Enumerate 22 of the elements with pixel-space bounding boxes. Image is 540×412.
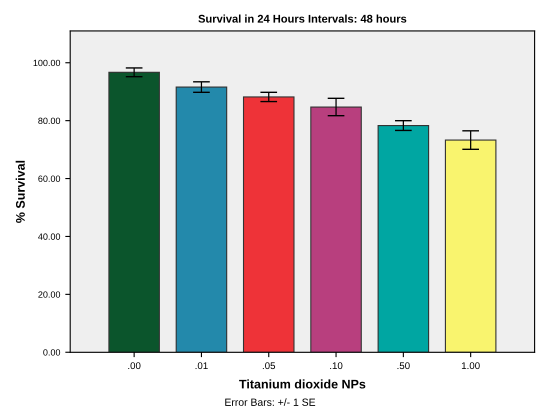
y-tick-label: 80.00 — [38, 118, 60, 124]
x-axis-title: Titanium dioxide NPs — [239, 379, 366, 389]
bar — [108, 72, 160, 352]
y-tick-label: 40.00 — [38, 233, 60, 240]
x-tick-label: .00 — [128, 362, 141, 370]
bar — [310, 106, 362, 352]
bar — [444, 139, 496, 352]
bar — [242, 96, 295, 352]
bar — [378, 125, 430, 352]
bar — [176, 86, 228, 352]
y-tick-label: 100.00 — [34, 60, 60, 66]
x-tick-label: .05 — [262, 362, 276, 370]
x-tick-label: .10 — [330, 362, 342, 370]
x-tick-label: 1.00 — [462, 362, 480, 370]
y-tick-label: 20.00 — [38, 291, 60, 298]
chart-title: Survival in 24 Hours Intervals: 48 hours — [198, 14, 406, 23]
text: Error Bars: +/- 1 SE — [225, 398, 316, 406]
y-tick-label: 60.00 — [38, 176, 60, 182]
y-axis-title: % Survival — [16, 160, 25, 223]
y-tick-label: 0.00 — [43, 349, 60, 356]
x-tick-label: .01 — [196, 362, 208, 370]
x-tick-label: .50 — [397, 362, 410, 370]
